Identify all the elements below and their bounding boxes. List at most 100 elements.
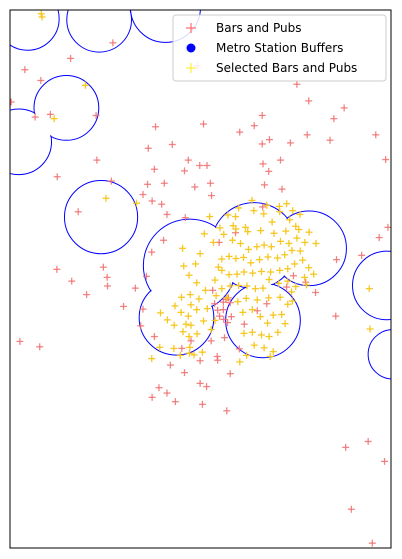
bar-pub-point-52 — [198, 400, 206, 408]
selected-bar-pub-point-25 — [260, 241, 268, 249]
selected-bar-pub-point-34 — [273, 254, 281, 262]
bar-pub-point-12 — [206, 179, 214, 187]
selected-bar-pub-point-33 — [281, 251, 289, 259]
selected-bar-pub-point-32 — [288, 246, 296, 254]
selected-bar-pub-point-91 — [192, 260, 200, 268]
selected-bar-pub-point-68 — [209, 238, 217, 246]
selected-bar-pub-point-82 — [253, 296, 261, 304]
selected-bars-and-pubs-series — [37, 10, 374, 366]
bar-pub-point-70 — [261, 181, 269, 189]
bar-pub-point-44 — [180, 369, 188, 377]
bar-pub-point-4 — [144, 144, 152, 152]
selected-bar-pub-point-11 — [206, 213, 214, 221]
bar-pub-point-79 — [259, 160, 267, 168]
bar-pub-point-9 — [200, 120, 208, 128]
selected-bar-pub-point-52 — [299, 256, 307, 264]
selected-bar-pub-point-26 — [267, 243, 275, 251]
selected-bar-pub-point-102 — [177, 293, 185, 301]
bar-pub-point-65 — [358, 251, 366, 259]
selected-bar-pub-point-22 — [237, 239, 245, 247]
bar-pub-point-1 — [10, 98, 15, 106]
selected-bar-pub-point-83 — [242, 294, 250, 302]
bar-pub-point-104 — [213, 352, 221, 360]
bar-pub-point-105 — [220, 315, 228, 323]
bar-pub-point-47 — [226, 370, 234, 378]
bar-pub-point-63 — [312, 288, 320, 296]
selected-bar-pub-point-134 — [170, 344, 178, 352]
selected-bar-pub-point-57 — [284, 277, 292, 285]
selected-bar-pub-point-88 — [193, 279, 201, 287]
selected-bar-pub-point-66 — [211, 276, 219, 284]
bar-pub-point-98 — [332, 312, 340, 320]
selected-bar-pub-point-19 — [286, 216, 294, 224]
selected-bar-pub-point-126 — [240, 329, 248, 337]
legend-marker-selected-bars-and-pubs — [186, 63, 196, 73]
station-buffer-fill-2 — [67, 10, 131, 52]
bar-pub-point-103 — [368, 539, 376, 547]
bar-pub-point-92 — [67, 54, 75, 62]
bar-pub-point-27 — [68, 277, 76, 285]
bar-pub-point-93 — [74, 208, 82, 216]
selected-bar-pub-point-14 — [241, 223, 249, 231]
selected-bar-pub-point-97 — [179, 328, 187, 336]
selected-bar-pub-point-58 — [275, 279, 283, 287]
bar-pub-point-35 — [120, 302, 128, 310]
selected-bar-pub-point-95 — [177, 308, 185, 316]
selected-bar-pub-point-72 — [257, 227, 265, 235]
selected-bar-pub-point-131 — [236, 358, 244, 366]
bar-pub-point-84 — [340, 104, 348, 112]
station-buffer-fill-13 — [368, 330, 391, 379]
selected-bar-pub-point-146 — [289, 207, 297, 215]
selected-bar-pub-point-148 — [207, 326, 215, 334]
selected-bar-pub-point-16 — [260, 210, 268, 218]
bar-pub-point-59 — [263, 300, 271, 308]
selected-bar-pub-point-125 — [248, 328, 256, 336]
selected-bar-pub-point-10 — [216, 224, 224, 232]
selected-bar-pub-point-65 — [218, 285, 226, 293]
selected-bar-pub-point-1 — [37, 10, 45, 18]
selected-bar-pub-point-64 — [226, 282, 234, 290]
bar-pub-point-107 — [209, 286, 217, 294]
bar-pub-point-50 — [163, 389, 171, 397]
selected-bar-pub-point-106 — [200, 317, 208, 325]
bar-pub-point-23 — [148, 197, 156, 205]
bar-pub-point-58 — [253, 307, 261, 315]
selected-bar-pub-point-130 — [243, 351, 251, 359]
selected-bar-pub-point-117 — [269, 311, 277, 319]
station-buffer-fill-4 — [34, 76, 98, 140]
selected-bar-pub-point-27 — [277, 237, 285, 245]
bar-pub-point-85 — [372, 131, 380, 139]
bar-pub-point-96 — [258, 111, 266, 119]
selected-bar-pub-point-139 — [365, 285, 373, 293]
selected-bar-pub-point-101 — [171, 302, 179, 310]
selected-bar-pub-point-8 — [196, 250, 204, 258]
bar-pub-point-25 — [160, 236, 168, 244]
selected-bar-pub-point-110 — [190, 351, 198, 359]
selected-bar-pub-point-56 — [292, 283, 300, 291]
selected-bar-pub-point-41 — [218, 255, 226, 263]
selected-bar-pub-point-140 — [229, 222, 237, 230]
selected-bar-pub-point-39 — [232, 255, 240, 263]
selected-bar-pub-point-38 — [240, 253, 248, 261]
bar-pub-point-37 — [137, 322, 145, 330]
bar-pub-point-99 — [342, 443, 350, 451]
bar-pub-point-56 — [196, 357, 204, 365]
selected-bar-pub-point-15 — [250, 207, 258, 215]
selected-bar-pub-point-76 — [305, 228, 313, 236]
bar-pub-point-88 — [37, 76, 45, 84]
bar-pub-point-102 — [347, 505, 355, 513]
bar-pub-point-40 — [187, 337, 195, 345]
selected-bar-pub-point-138 — [366, 325, 374, 333]
bar-pub-point-49 — [155, 384, 163, 392]
selected-bar-pub-point-103 — [186, 291, 194, 299]
selected-bar-pub-point-149 — [211, 316, 219, 324]
bar-pub-point-10 — [196, 161, 204, 169]
legend-entry-selected-bars-and-pubs: Selected Bars and Pubs — [186, 61, 357, 75]
selected-bar-pub-point-104 — [195, 295, 203, 303]
selected-bar-pub-point-59 — [265, 276, 273, 284]
selected-bar-pub-point-2 — [38, 13, 46, 21]
selected-bar-pub-point-112 — [182, 320, 190, 328]
selected-bar-pub-point-74 — [282, 227, 290, 235]
station-buffer-12 — [352, 250, 391, 321]
selected-bar-pub-point-6 — [132, 199, 140, 207]
